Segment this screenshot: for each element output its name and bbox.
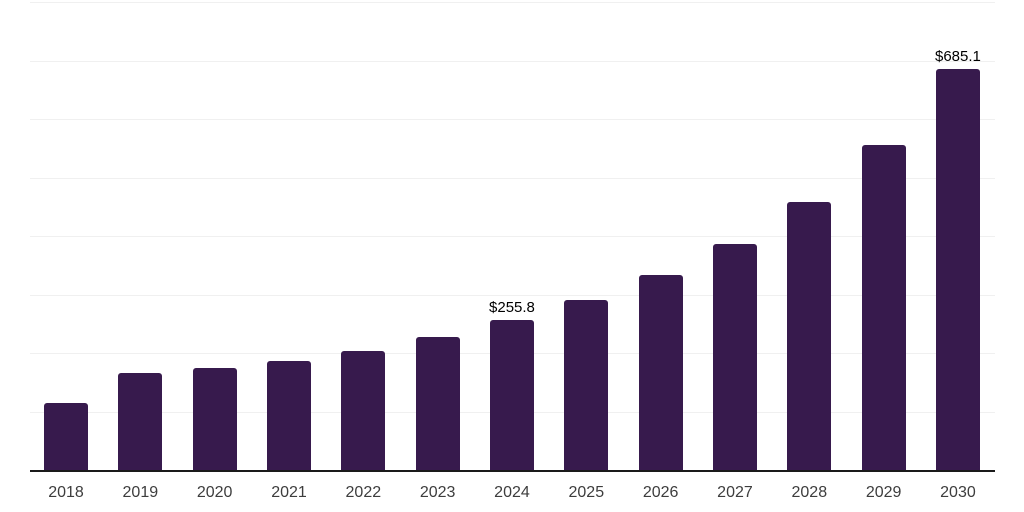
x-tick-label-2019: 2019 [122,484,159,501]
bar-2027 [712,244,757,470]
x-tick-label-2026: 2026 [642,484,679,501]
bar-2021 [266,361,311,470]
x-tick-label-2029: 2029 [865,484,902,501]
bar-2019 [118,373,163,470]
x-tick-label-2025: 2025 [568,484,605,501]
x-tick-label-2021: 2021 [271,484,307,501]
bar-2023 [415,337,460,470]
x-tick-label-2023: 2023 [419,484,456,501]
bar-2026 [638,275,683,470]
plot-area: $255.8 $685.1 [30,2,995,472]
gridline-700 [30,60,995,62]
x-tick-label-2020: 2020 [196,484,233,501]
bar-2022 [341,351,386,470]
bar-2020 [192,367,237,470]
x-tick-label-2030: 2030 [940,484,976,501]
bar-2024 [489,320,534,470]
data-label-2030: $685.1 [935,48,981,66]
bar-2028 [787,201,832,470]
gridline-500 [30,177,995,179]
gridline-400 [30,236,995,237]
gridline-300 [30,294,995,296]
bar-2018 [44,403,88,470]
x-tick-label-2027: 2027 [717,484,753,501]
bar-2030 [935,69,980,470]
bar-2025 [564,300,609,470]
bar-2029 [861,145,906,470]
gridline-800 [30,2,995,3]
data-label-2024: $255.8 [489,299,535,317]
x-tick-label-2024: 2024 [494,484,530,501]
x-tick-label-2022: 2022 [345,484,382,501]
gridline-600 [30,119,995,120]
x-tick-label-2028: 2028 [791,484,828,501]
x-axis-labels: 2018 2019 2020 2021 2022 2023 2024 2025 2026 2027… [30,484,995,506]
x-tick-label-2018: 2018 [48,484,84,501]
